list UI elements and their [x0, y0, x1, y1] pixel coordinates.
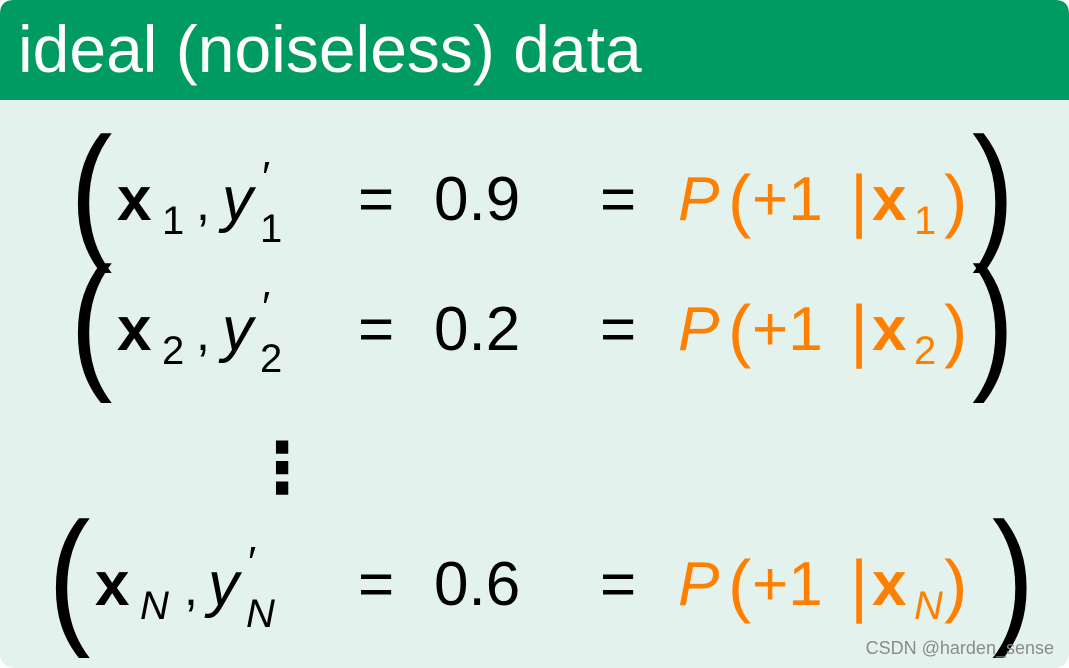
- prob-plus-one: +1: [752, 550, 823, 619]
- y-symbol: y: [218, 295, 257, 364]
- big-paren-open: (: [48, 492, 90, 659]
- comma: ,: [196, 305, 210, 361]
- vertical-dots: ⋮: [247, 429, 317, 507]
- equals: =: [600, 550, 636, 619]
- big-paren-close: ): [972, 237, 1014, 404]
- prob-plus-one: +1: [752, 295, 823, 364]
- y-symbol: y: [218, 165, 257, 234]
- x-subscript: N: [140, 584, 169, 628]
- prob-open: (: [728, 291, 751, 369]
- equals: =: [358, 165, 394, 234]
- prob-open: (: [728, 161, 751, 239]
- value: 0.6: [434, 550, 520, 619]
- big-paren-close: ): [992, 492, 1034, 659]
- big-paren-open: (: [70, 237, 112, 404]
- equals: =: [358, 295, 394, 364]
- y-subscript: N: [246, 592, 275, 636]
- y-subscript: 1: [260, 207, 282, 251]
- big-paren-open: (: [70, 107, 112, 274]
- prob-open: (: [728, 546, 751, 624]
- prime: ′: [248, 538, 256, 587]
- prob-close: ): [944, 161, 967, 239]
- value: 0.9: [434, 165, 520, 234]
- header-title: ideal (noiseless) data: [18, 12, 642, 86]
- value: 0.2: [434, 295, 520, 364]
- prob-x: x: [872, 295, 907, 364]
- prob-p: P: [678, 165, 719, 234]
- comma: ,: [184, 560, 198, 616]
- prime: ′: [262, 153, 270, 202]
- prob-x: x: [872, 165, 907, 234]
- prob-p: P: [678, 295, 719, 364]
- comma: ,: [196, 175, 210, 231]
- equals: =: [358, 550, 394, 619]
- watermark: CSDN @harden_sense: [866, 638, 1054, 659]
- prob-close: ): [944, 291, 967, 369]
- prob-close: ): [944, 546, 967, 624]
- x-symbol: x: [117, 295, 152, 364]
- y-subscript: 2: [260, 337, 282, 381]
- prob-bar: |: [850, 546, 868, 624]
- prob-plus-one: +1: [752, 165, 823, 234]
- x-subscript: 2: [162, 329, 184, 373]
- y-symbol: y: [204, 550, 243, 619]
- prob-x: x: [872, 550, 907, 619]
- prob-bar: |: [850, 161, 868, 239]
- equals: =: [600, 295, 636, 364]
- prob-subscript: 1: [914, 199, 936, 243]
- prime: ′: [262, 283, 270, 332]
- x-symbol: x: [95, 550, 130, 619]
- prob-subscript: N: [914, 584, 943, 628]
- prob-p: P: [678, 550, 719, 619]
- x-subscript: 1: [162, 199, 184, 243]
- big-paren-close: ): [972, 107, 1014, 274]
- header-bar: [0, 0, 1069, 100]
- equals: =: [600, 165, 636, 234]
- prob-bar: |: [850, 291, 868, 369]
- x-symbol: x: [117, 165, 152, 234]
- prob-subscript: 2: [914, 329, 936, 373]
